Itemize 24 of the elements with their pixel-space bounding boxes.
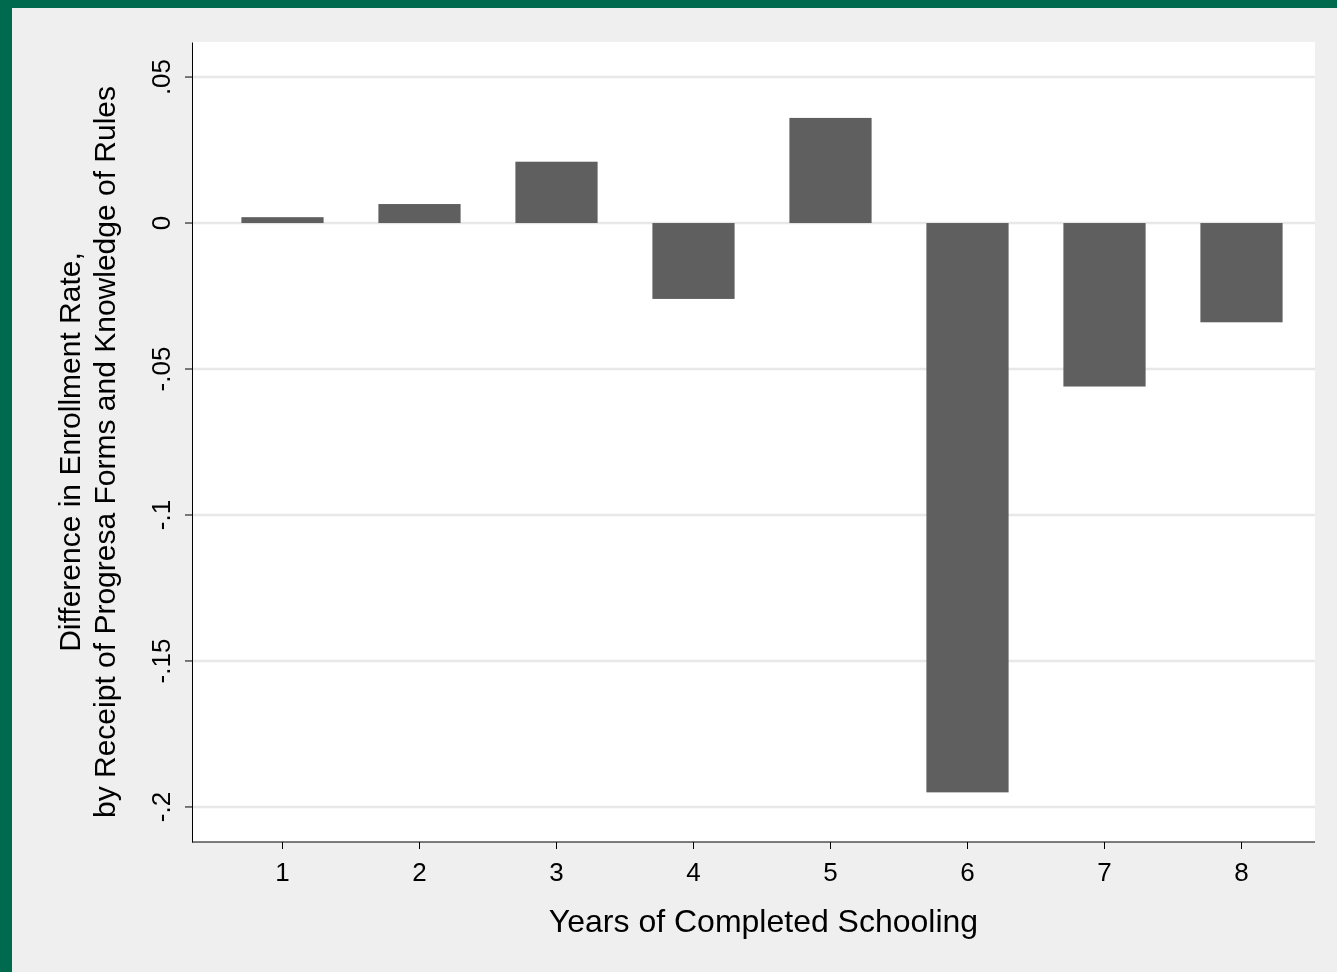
x-tick-label: 1: [275, 856, 290, 887]
y-tick-label: -.1: [146, 499, 176, 531]
x-tick-label: 6: [960, 856, 975, 887]
bar: [652, 223, 735, 299]
bar: [378, 204, 461, 224]
x-tick-label: 5: [823, 856, 838, 887]
bar: [241, 217, 324, 224]
x-tick-label: 3: [549, 856, 564, 887]
y-tick-label: -.05: [146, 346, 176, 392]
bar: [1063, 223, 1146, 387]
x-tick-label: 2: [412, 856, 427, 887]
y-tick-label: .05: [146, 58, 176, 96]
bar: [926, 223, 1009, 793]
y-tick-label: -.15: [146, 638, 176, 684]
x-tick-label: 4: [686, 856, 701, 887]
x-tick-label: 8: [1234, 856, 1249, 887]
bar: [789, 117, 872, 224]
bar: [1200, 223, 1283, 323]
y-axis-title: Difference in Enrollment Rate, by Receipt of Progresa Forms and Knowledge of Rules: [53, 85, 121, 819]
y-tick-label: 0: [146, 215, 176, 231]
x-axis-title: Years of Completed Schooling: [548, 903, 979, 939]
y-tick-label: -.2: [146, 791, 176, 823]
x-tick-label: 7: [1097, 856, 1112, 887]
bar: [515, 161, 598, 224]
